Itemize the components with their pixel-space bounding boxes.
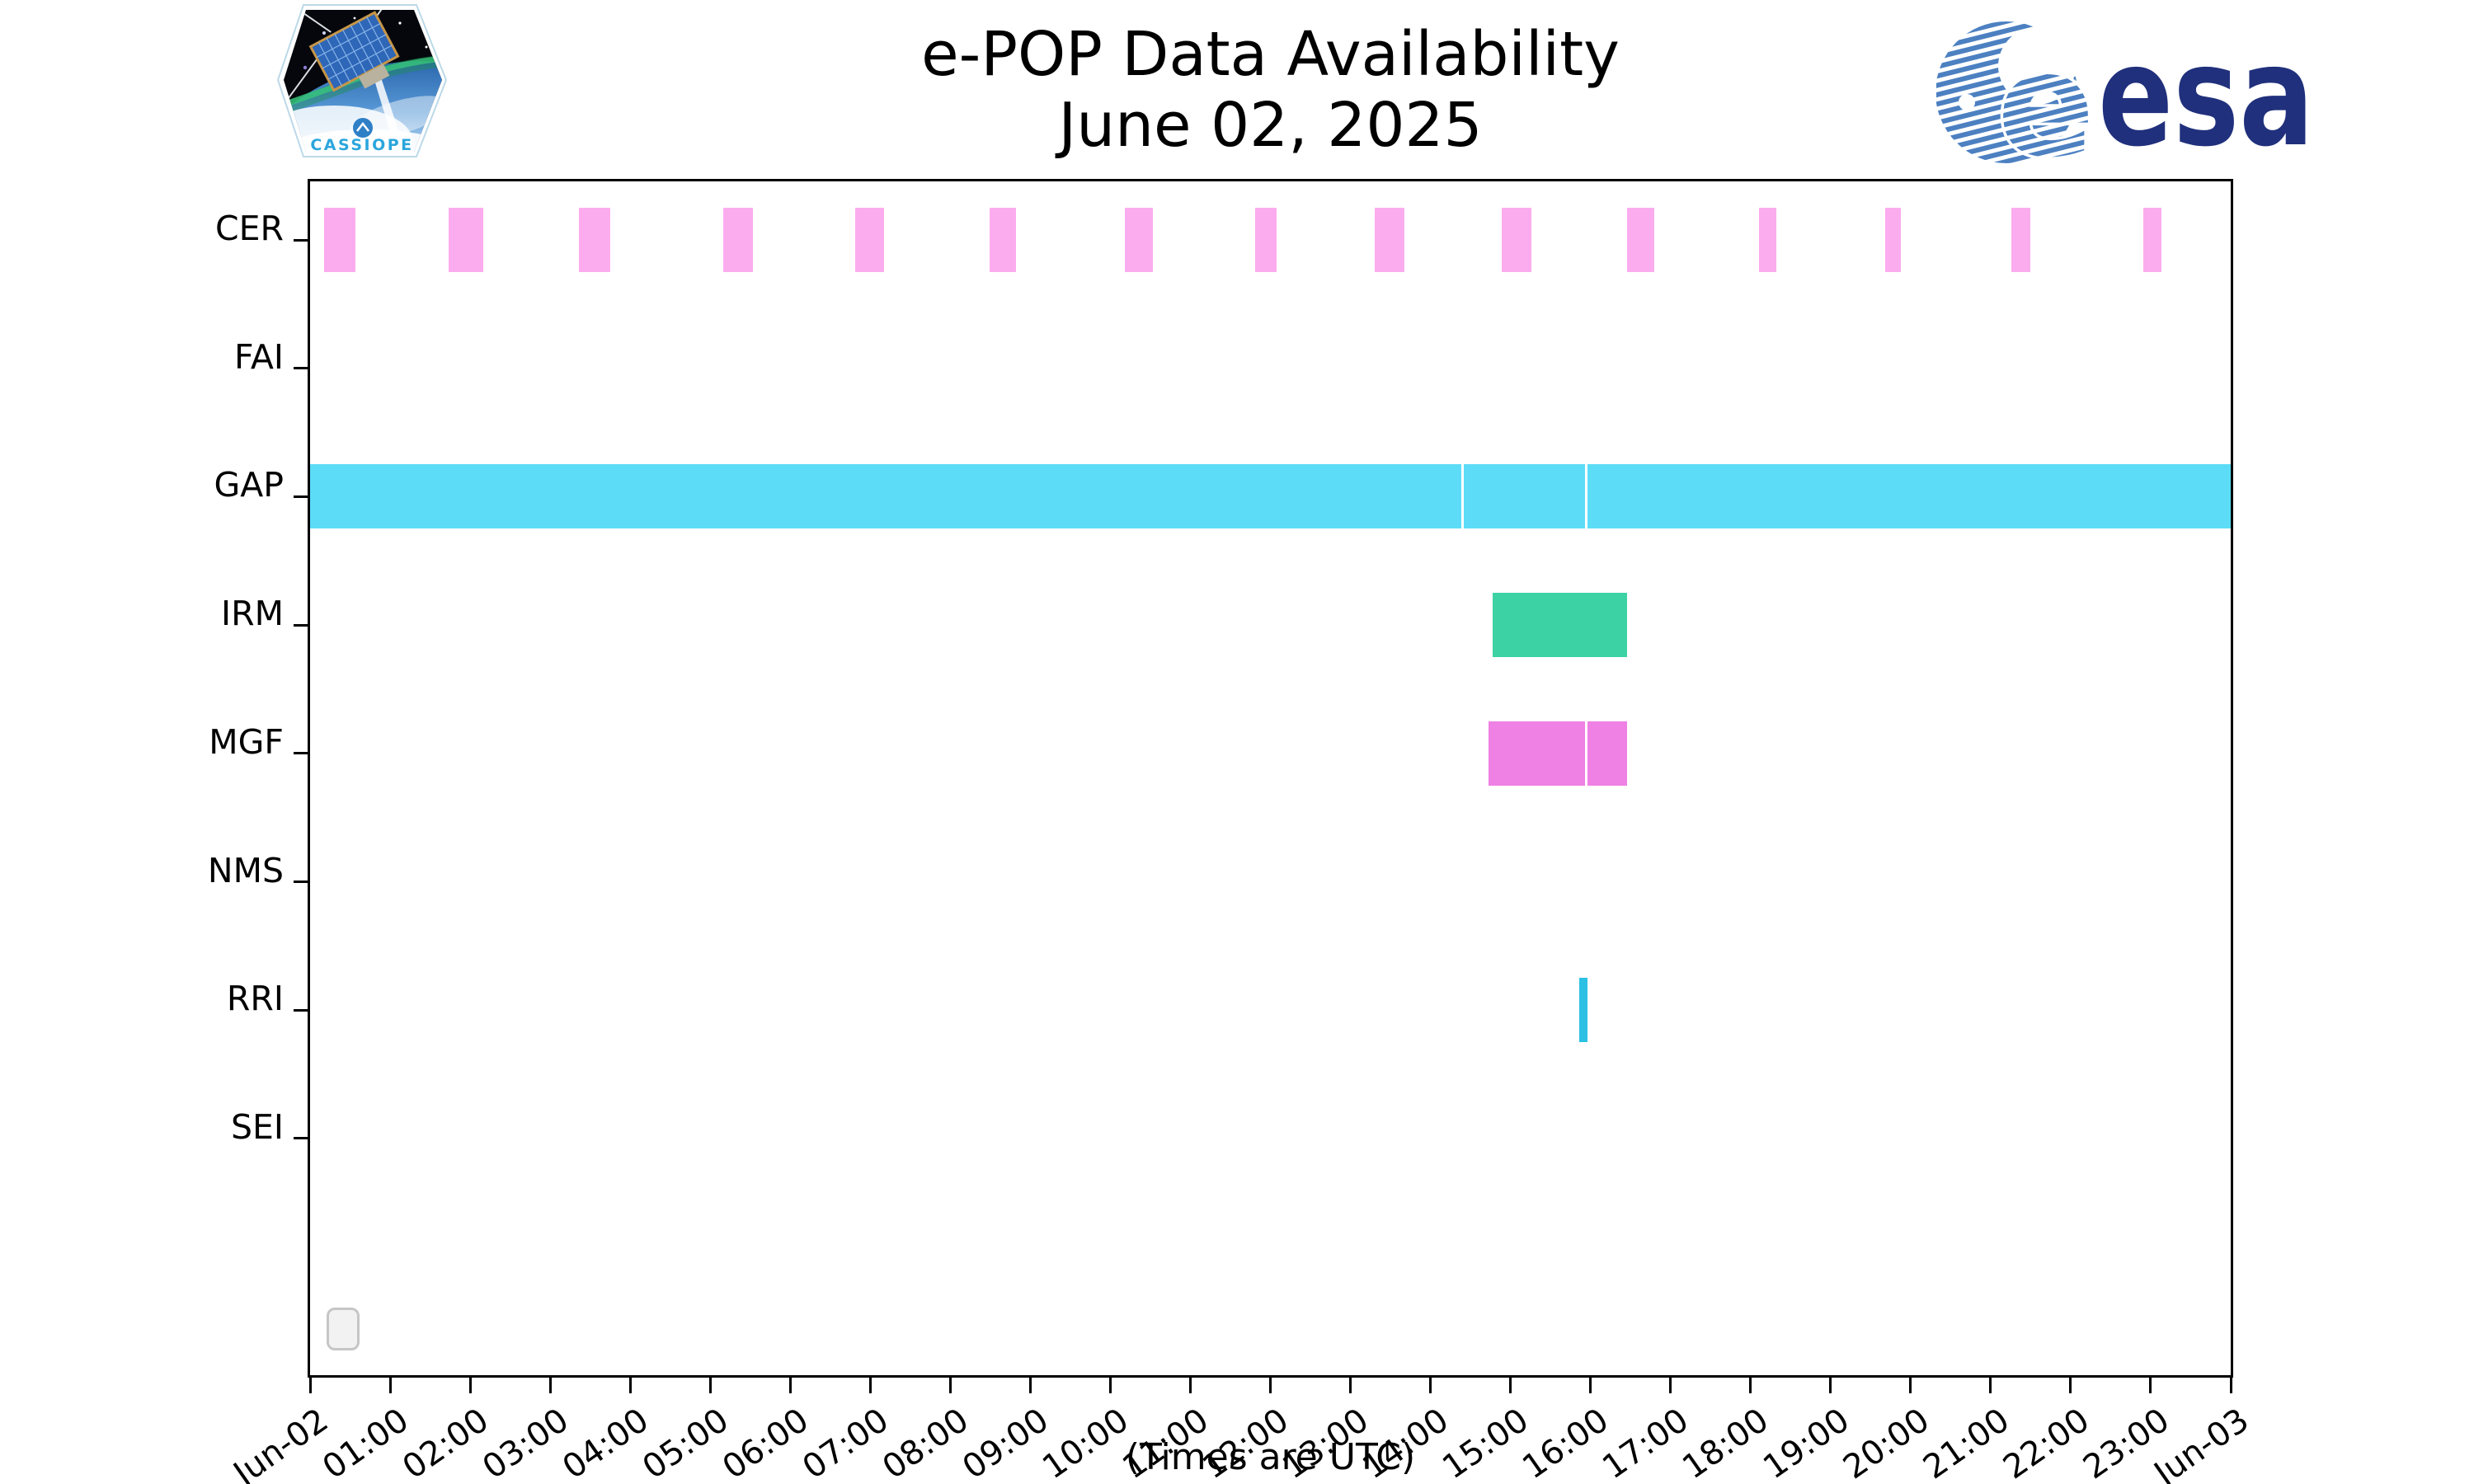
x-axis-tick <box>388 1375 392 1393</box>
availability-bar-cer <box>1124 208 1153 272</box>
esa-logo: e esa <box>1936 16 2314 177</box>
availability-bar-gap <box>1464 464 1585 529</box>
x-axis-tick <box>2229 1375 2232 1393</box>
x-axis-tick <box>1509 1375 1512 1393</box>
y-axis-tick <box>294 367 310 370</box>
x-axis-tick <box>1028 1375 1032 1393</box>
x-axis-tick <box>1749 1375 1752 1393</box>
empty-rounded-box <box>327 1308 360 1350</box>
x-axis-tick <box>948 1375 952 1393</box>
availability-bar-mgf <box>1587 721 1628 786</box>
availability-bar-cer <box>1884 208 1902 272</box>
availability-bar-cer <box>1501 208 1531 272</box>
availability-bar-cer <box>854 208 884 272</box>
row-label-gap: GAP <box>214 465 284 505</box>
x-axis-tick <box>468 1375 472 1393</box>
y-axis-tick <box>294 1137 310 1140</box>
x-axis-tick <box>1589 1375 1592 1393</box>
y-axis-tick <box>294 623 310 627</box>
availability-bar-cer <box>2143 208 2161 272</box>
x-axis-tick <box>1188 1375 1192 1393</box>
availability-bar-cer <box>1255 208 1277 272</box>
availability-bar-cer <box>1374 208 1404 272</box>
x-axis-tick <box>2149 1375 2152 1393</box>
availability-bar-cer <box>1759 208 1776 272</box>
x-axis-caption: (Times are UTC) <box>1125 1436 1416 1478</box>
chart-title-block: e-POP Data Availability June 02, 2025 <box>308 19 2233 162</box>
y-axis-tick <box>294 238 310 242</box>
y-axis-tick <box>294 752 310 755</box>
availability-bar-gap <box>1587 464 2231 529</box>
availability-bar-cer <box>2011 208 2031 272</box>
availability-bar-cer <box>448 208 483 272</box>
availability-bar-rri <box>1579 978 1587 1043</box>
y-axis-tick <box>294 495 310 498</box>
row-label-mgf: MGF <box>209 721 284 762</box>
x-axis-tick <box>868 1375 872 1393</box>
x-axis-tick <box>548 1375 552 1393</box>
y-axis-tick <box>294 881 310 883</box>
x-axis-tick <box>628 1375 632 1393</box>
row-label-rri: RRI <box>226 979 284 1019</box>
availability-bar-cer <box>989 208 1016 272</box>
row-label-nms: NMS <box>207 850 284 890</box>
patch-satellite <box>286 10 407 101</box>
availability-bar-mgf <box>1489 721 1585 786</box>
x-axis-tick <box>308 1375 312 1393</box>
chart-title: e-POP Data Availability <box>921 19 1620 90</box>
x-axis-tick <box>788 1375 792 1393</box>
x-axis-tick <box>1349 1375 1352 1393</box>
row-label-fai: FAI <box>234 336 284 377</box>
cassiope-patch-label: CASSIOPE <box>310 136 413 154</box>
row-label-sei: SEI <box>230 1106 284 1147</box>
x-axis-tick <box>1909 1375 1912 1393</box>
availability-bar-gap <box>310 464 1462 529</box>
patch-csa-roundel <box>353 118 373 138</box>
availability-bar-cer <box>1627 208 1655 272</box>
row-label-cer: CER <box>214 209 284 248</box>
esa-globe-e: e <box>1997 22 2095 177</box>
availability-bar-cer <box>579 208 610 272</box>
patch-beam <box>374 75 402 143</box>
x-axis-tick <box>1429 1375 1432 1393</box>
x-axis-tick <box>1829 1375 1832 1393</box>
availability-bar-irm <box>1493 593 1628 658</box>
y-axis-tick <box>294 1008 310 1012</box>
x-axis-tick <box>1989 1375 1992 1393</box>
x-axis-tick <box>708 1375 712 1393</box>
plot-area <box>308 179 2233 1378</box>
x-axis-tick <box>1669 1375 1672 1393</box>
esa-wordmark: esa <box>2098 16 2314 177</box>
row-label-irm: IRM <box>221 594 284 634</box>
x-axis-tick <box>2069 1375 2072 1393</box>
chart-subtitle: June 02, 2025 <box>1058 89 1483 161</box>
availability-bar-cer <box>722 208 753 272</box>
availability-bar-cer <box>324 208 356 272</box>
x-axis-tick <box>1269 1375 1272 1393</box>
x-axis-tick <box>1108 1375 1112 1393</box>
cassiope-mission-patch: CASSIOPE <box>276 4 448 157</box>
